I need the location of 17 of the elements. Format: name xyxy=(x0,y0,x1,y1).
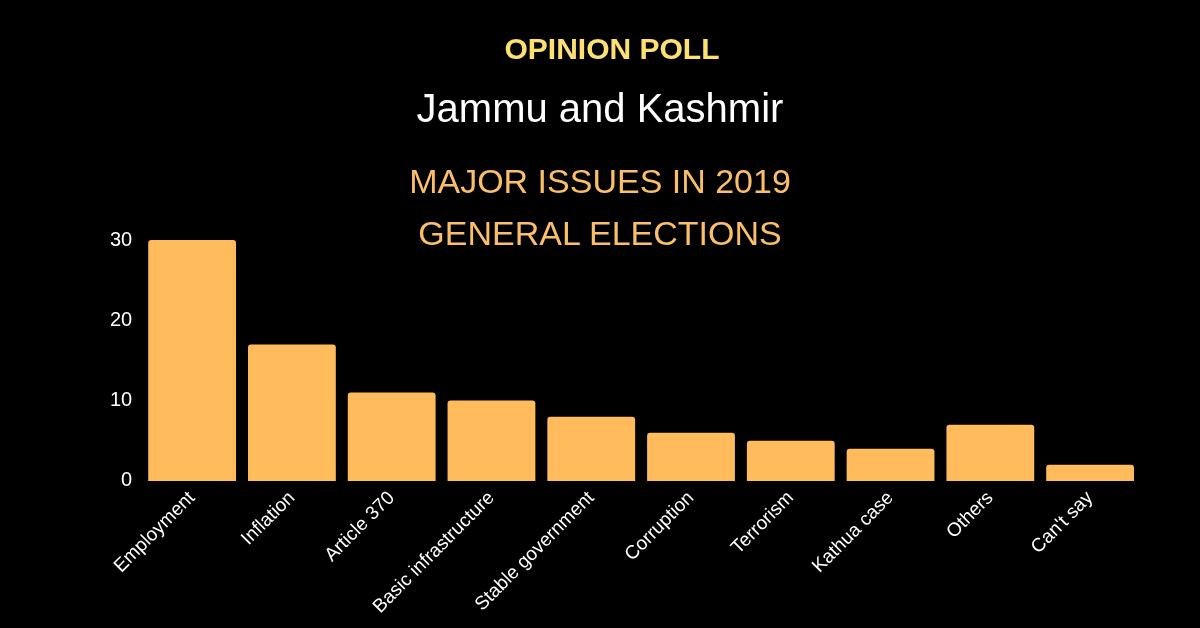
bar xyxy=(946,424,1035,481)
y-tick-label: 20 xyxy=(110,307,133,330)
bar xyxy=(647,432,735,481)
bar xyxy=(547,416,636,481)
bar xyxy=(746,440,835,481)
annotation: MAJOR ISSUES IN 2019 GENERAL ELECTIONS xyxy=(409,162,791,252)
y-tick-label: 10 xyxy=(110,388,133,411)
bar xyxy=(248,344,336,481)
chart-subtitle: Jammu and Kashmir xyxy=(415,86,785,131)
y-tick-label: 0 xyxy=(121,468,133,491)
chart-title: OPINION POLL xyxy=(503,32,721,66)
bar xyxy=(447,400,536,481)
bar xyxy=(347,392,436,481)
bar xyxy=(846,448,935,481)
y-tick-label: 30 xyxy=(110,227,133,250)
bar xyxy=(1046,464,1135,481)
bar xyxy=(148,240,237,481)
